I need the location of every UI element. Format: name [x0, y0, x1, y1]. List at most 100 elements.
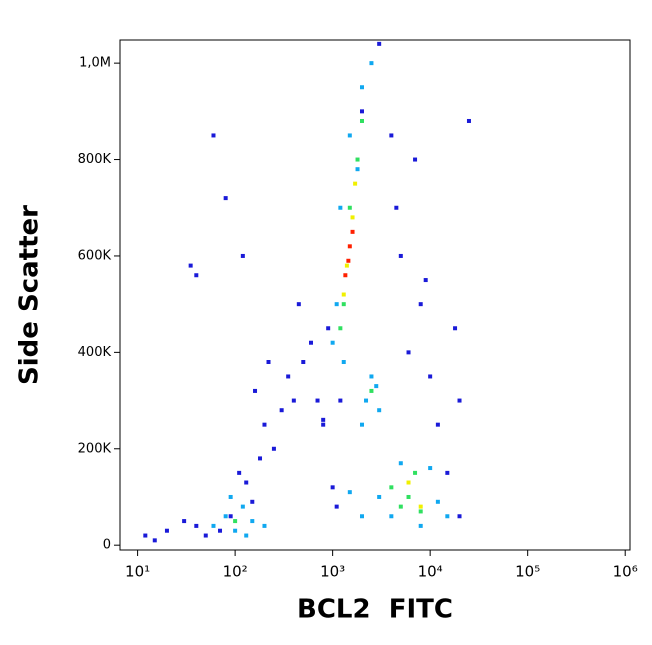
data-point — [250, 519, 255, 524]
data-point — [182, 519, 187, 524]
y-tick-label: 600K — [78, 248, 112, 263]
data-point — [258, 456, 263, 461]
data-point — [418, 302, 423, 307]
data-point — [228, 514, 233, 519]
data-point — [228, 494, 233, 499]
data-point — [240, 504, 245, 509]
data-point — [347, 244, 352, 249]
y-tick-label: 0 — [103, 538, 111, 553]
data-point — [152, 538, 157, 543]
x-tick-label: 10¹ — [125, 563, 150, 581]
y-tick-label: 800K — [78, 152, 112, 167]
x-tick-label: 10⁴ — [418, 563, 443, 581]
data-point — [315, 398, 320, 403]
data-point — [194, 273, 199, 278]
data-point — [338, 205, 343, 210]
data-point — [334, 504, 339, 509]
data-point — [374, 384, 379, 389]
data-point — [143, 533, 148, 538]
data-point — [418, 523, 423, 528]
data-point — [286, 374, 291, 379]
data-point — [164, 528, 169, 533]
data-point — [398, 504, 403, 509]
data-point — [398, 253, 403, 258]
y-tick-label: 200K — [78, 441, 112, 456]
data-point — [240, 253, 245, 258]
data-point — [296, 302, 301, 307]
data-point — [359, 514, 364, 519]
data-point — [321, 417, 326, 422]
data-point — [457, 514, 462, 519]
data-point — [223, 196, 228, 201]
data-point — [418, 504, 423, 509]
data-point — [346, 258, 351, 263]
data-point — [237, 470, 242, 475]
data-point — [435, 499, 440, 504]
data-point — [406, 350, 411, 355]
x-tick-label: 10⁵ — [515, 563, 540, 581]
data-point — [271, 446, 276, 451]
data-point — [457, 398, 462, 403]
data-point — [453, 326, 458, 331]
data-point — [338, 326, 343, 331]
data-point — [369, 61, 374, 66]
data-point — [413, 157, 418, 162]
data-point — [435, 422, 440, 427]
x-tick-label: 10² — [223, 563, 248, 581]
data-point — [262, 422, 267, 427]
data-point — [445, 470, 450, 475]
data-point — [341, 360, 346, 365]
data-point — [389, 133, 394, 138]
data-point — [266, 360, 271, 365]
data-point — [338, 398, 343, 403]
data-point — [344, 263, 349, 268]
y-tick-label: 400K — [78, 345, 112, 360]
data-point — [428, 466, 433, 471]
data-point — [211, 133, 216, 138]
data-point — [203, 533, 208, 538]
data-point — [326, 326, 331, 331]
data-point — [364, 398, 369, 403]
data-point — [341, 302, 346, 307]
data-point — [413, 470, 418, 475]
data-point — [445, 514, 450, 519]
data-point — [355, 167, 360, 172]
data-point — [389, 485, 394, 490]
data-point — [369, 388, 374, 393]
data-point — [418, 509, 423, 514]
data-point — [350, 215, 355, 220]
data-point — [347, 490, 352, 495]
y-axis-title: Side Scatter — [15, 205, 45, 385]
data-point — [359, 422, 364, 427]
data-point — [233, 528, 238, 533]
x-axis-title: BCL2 FITC — [297, 595, 453, 625]
data-point — [253, 388, 258, 393]
data-point — [406, 480, 411, 485]
data-point — [341, 292, 346, 297]
data-point — [406, 494, 411, 499]
data-point — [428, 374, 433, 379]
data-point — [279, 408, 284, 413]
data-point — [423, 278, 428, 283]
data-point — [250, 499, 255, 504]
data-point — [330, 340, 335, 345]
data-point — [334, 302, 339, 307]
y-tick-label: 1,0M — [79, 56, 111, 71]
data-point — [350, 229, 355, 234]
data-point — [309, 340, 314, 345]
data-point — [355, 157, 360, 162]
data-point — [377, 494, 382, 499]
data-point — [244, 533, 249, 538]
data-point — [218, 528, 223, 533]
data-point — [353, 181, 358, 186]
data-point — [188, 263, 193, 268]
data-point — [223, 514, 228, 519]
data-point — [389, 514, 394, 519]
data-point — [211, 523, 216, 528]
data-point — [330, 485, 335, 490]
data-point — [194, 523, 199, 528]
data-point — [377, 408, 382, 413]
data-point — [301, 360, 306, 365]
